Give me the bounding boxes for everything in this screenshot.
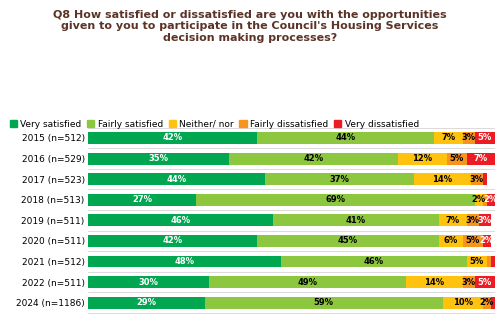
Text: 3%: 3%	[466, 216, 480, 225]
Text: 3%: 3%	[462, 133, 476, 143]
Bar	[475, 276, 495, 288]
Bar	[446, 153, 467, 165]
Text: 5%: 5%	[470, 257, 484, 266]
Text: 5%: 5%	[450, 154, 464, 163]
Bar	[491, 256, 495, 268]
Text: 3%: 3%	[478, 216, 492, 225]
Bar	[281, 256, 467, 268]
Bar	[88, 235, 257, 247]
Text: 7%: 7%	[474, 154, 488, 163]
Text: 30%: 30%	[138, 278, 158, 287]
Bar	[204, 297, 442, 309]
Text: 29%: 29%	[136, 298, 156, 307]
Bar	[462, 235, 483, 247]
Bar	[265, 173, 414, 185]
Bar	[88, 276, 208, 288]
Text: 44%: 44%	[336, 133, 356, 143]
Bar	[406, 276, 462, 288]
Bar	[467, 214, 479, 226]
Text: 12%: 12%	[412, 154, 432, 163]
Bar	[88, 173, 265, 185]
Text: Q8 How satisfied or dissatisfied are you with the opportunities
given to you to : Q8 How satisfied or dissatisfied are you…	[53, 10, 447, 43]
Bar	[88, 297, 204, 309]
Bar	[462, 276, 475, 288]
Bar	[442, 297, 483, 309]
Bar	[483, 173, 487, 185]
Text: 14%: 14%	[432, 175, 452, 184]
Bar	[438, 214, 467, 226]
Text: 5%: 5%	[466, 237, 480, 245]
Bar	[479, 214, 491, 226]
Text: 2%: 2%	[472, 195, 486, 204]
Text: 44%: 44%	[166, 175, 186, 184]
Text: 2%: 2%	[480, 237, 494, 245]
Bar	[471, 173, 483, 185]
Bar	[487, 256, 491, 268]
Text: 45%: 45%	[338, 237, 358, 245]
Bar	[88, 214, 273, 226]
Text: 42%: 42%	[304, 154, 324, 163]
Text: 5%: 5%	[478, 278, 492, 287]
Bar	[467, 256, 487, 268]
Bar	[414, 173, 471, 185]
Bar	[491, 297, 495, 309]
Text: 7%: 7%	[446, 216, 460, 225]
Text: 37%: 37%	[330, 175, 349, 184]
Text: 10%: 10%	[452, 298, 472, 307]
Bar	[462, 132, 475, 144]
Text: 42%: 42%	[162, 133, 182, 143]
Text: 27%: 27%	[132, 195, 152, 204]
Text: 7%: 7%	[442, 133, 456, 143]
Text: 2%: 2%	[484, 195, 498, 204]
Bar	[208, 276, 406, 288]
Text: 69%: 69%	[326, 195, 345, 204]
Bar	[257, 132, 434, 144]
Text: 6%: 6%	[444, 237, 458, 245]
Text: 49%: 49%	[298, 278, 318, 287]
Bar	[434, 132, 462, 144]
Bar	[483, 194, 487, 206]
Text: 5%: 5%	[478, 133, 492, 143]
Text: 35%: 35%	[148, 154, 168, 163]
Bar	[257, 235, 438, 247]
Legend: Very satisfied, Fairly satisfied, Neither/ nor, Fairly dissatisfied, Very dissat: Very satisfied, Fairly satisfied, Neithe…	[10, 120, 419, 129]
Text: 3%: 3%	[462, 278, 476, 287]
Bar	[88, 256, 281, 268]
Bar	[483, 235, 491, 247]
Text: 14%: 14%	[424, 278, 444, 287]
Bar	[475, 194, 483, 206]
Bar	[196, 194, 475, 206]
Bar	[88, 153, 228, 165]
Text: 2%: 2%	[480, 298, 494, 307]
Bar	[487, 194, 495, 206]
Text: 46%: 46%	[364, 257, 384, 266]
Bar	[273, 214, 438, 226]
Text: 3%: 3%	[470, 175, 484, 184]
Bar	[483, 297, 491, 309]
Text: 48%: 48%	[174, 257, 195, 266]
Bar	[88, 132, 257, 144]
Bar	[438, 235, 462, 247]
Text: 41%: 41%	[346, 216, 366, 225]
Text: 42%: 42%	[162, 237, 182, 245]
Text: 46%: 46%	[170, 216, 190, 225]
Bar	[398, 153, 446, 165]
Text: 59%: 59%	[314, 298, 334, 307]
Bar	[228, 153, 398, 165]
Bar	[475, 132, 495, 144]
Bar	[467, 153, 495, 165]
Bar	[88, 194, 196, 206]
